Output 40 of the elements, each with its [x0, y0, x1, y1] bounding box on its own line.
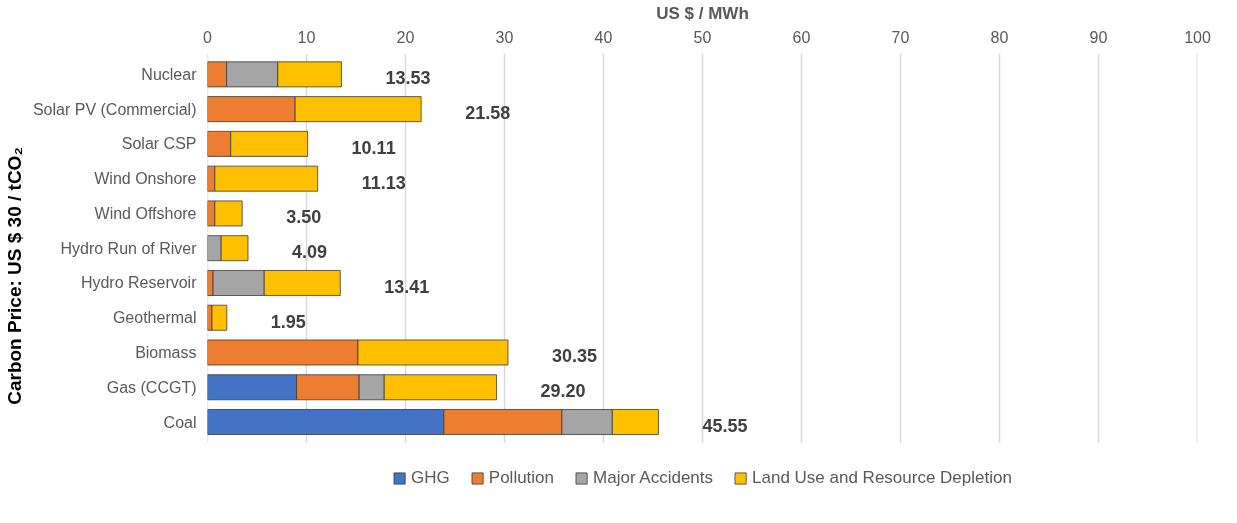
- total-label: 4.09: [291, 242, 328, 263]
- bar: [211, 304, 228, 331]
- y-tick-label: Coal: [163, 413, 197, 431]
- total-label: 3.50: [286, 207, 322, 228]
- y-tick-label: Wind Onshore: [94, 170, 197, 188]
- x-tick-label: 0: [203, 28, 213, 46]
- x-tick-label: 50: [693, 28, 712, 46]
- total-label: 29.20: [540, 381, 586, 402]
- x-tick-label: 40: [594, 28, 613, 46]
- legend-label: GHG: [411, 468, 450, 488]
- total-label: 13.41: [384, 276, 430, 297]
- y-tick-label: Nuclear: [141, 65, 198, 83]
- total-label: 1.95: [270, 311, 306, 332]
- y-tick-label: Solar PV (Commercial): [32, 100, 197, 118]
- y-tick-label: Biomass: [135, 343, 197, 361]
- x-tick-label: 20: [396, 28, 415, 46]
- total-label: 13.53: [385, 68, 431, 89]
- x-tick-label: 10: [297, 28, 316, 46]
- y-tick-label: Solar CSP: [121, 135, 197, 153]
- x-tick-label: 80: [990, 28, 1009, 46]
- y-axis-title: Carbon Price: US $ 30 / tCO₂: [3, 147, 25, 405]
- total-label: 11.13: [361, 172, 406, 193]
- y-tick-label: Geothermal: [112, 309, 197, 327]
- x-axis-title: US $ / MWh: [656, 3, 749, 23]
- total-label: 10.11: [351, 137, 396, 158]
- x-tick-label: 100: [1184, 28, 1211, 46]
- x-tick-label: 90: [1089, 28, 1108, 46]
- legend-label: Major Accidents: [593, 468, 714, 488]
- total-label: 45.55: [702, 416, 748, 437]
- y-tick-label: Hydro Reservoir: [80, 274, 198, 292]
- y-tick-label: Gas (CCGT): [106, 378, 197, 396]
- x-tick-label: 60: [792, 28, 811, 46]
- legend-label: Pollution: [488, 468, 555, 488]
- x-tick-label: 30: [495, 28, 514, 46]
- y-tick-label: Wind Offshore: [94, 204, 197, 222]
- total-label: 30.35: [551, 346, 598, 367]
- total-label: 21.58: [465, 103, 511, 124]
- x-tick-label: 70: [891, 28, 910, 46]
- legend-label: Land Use and Resource Depletion: [752, 468, 1012, 488]
- y-tick-label: Hydro Run of River: [60, 239, 198, 257]
